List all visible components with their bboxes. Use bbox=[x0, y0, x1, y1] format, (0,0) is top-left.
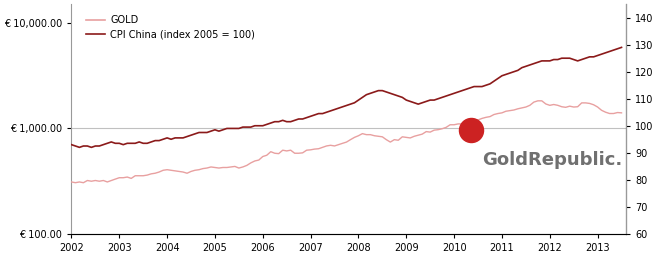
Text: GoldRepublic.: GoldRepublic. bbox=[482, 151, 622, 169]
Legend: GOLD, CPI China (index 2005 = 100): GOLD, CPI China (index 2005 = 100) bbox=[82, 11, 259, 43]
